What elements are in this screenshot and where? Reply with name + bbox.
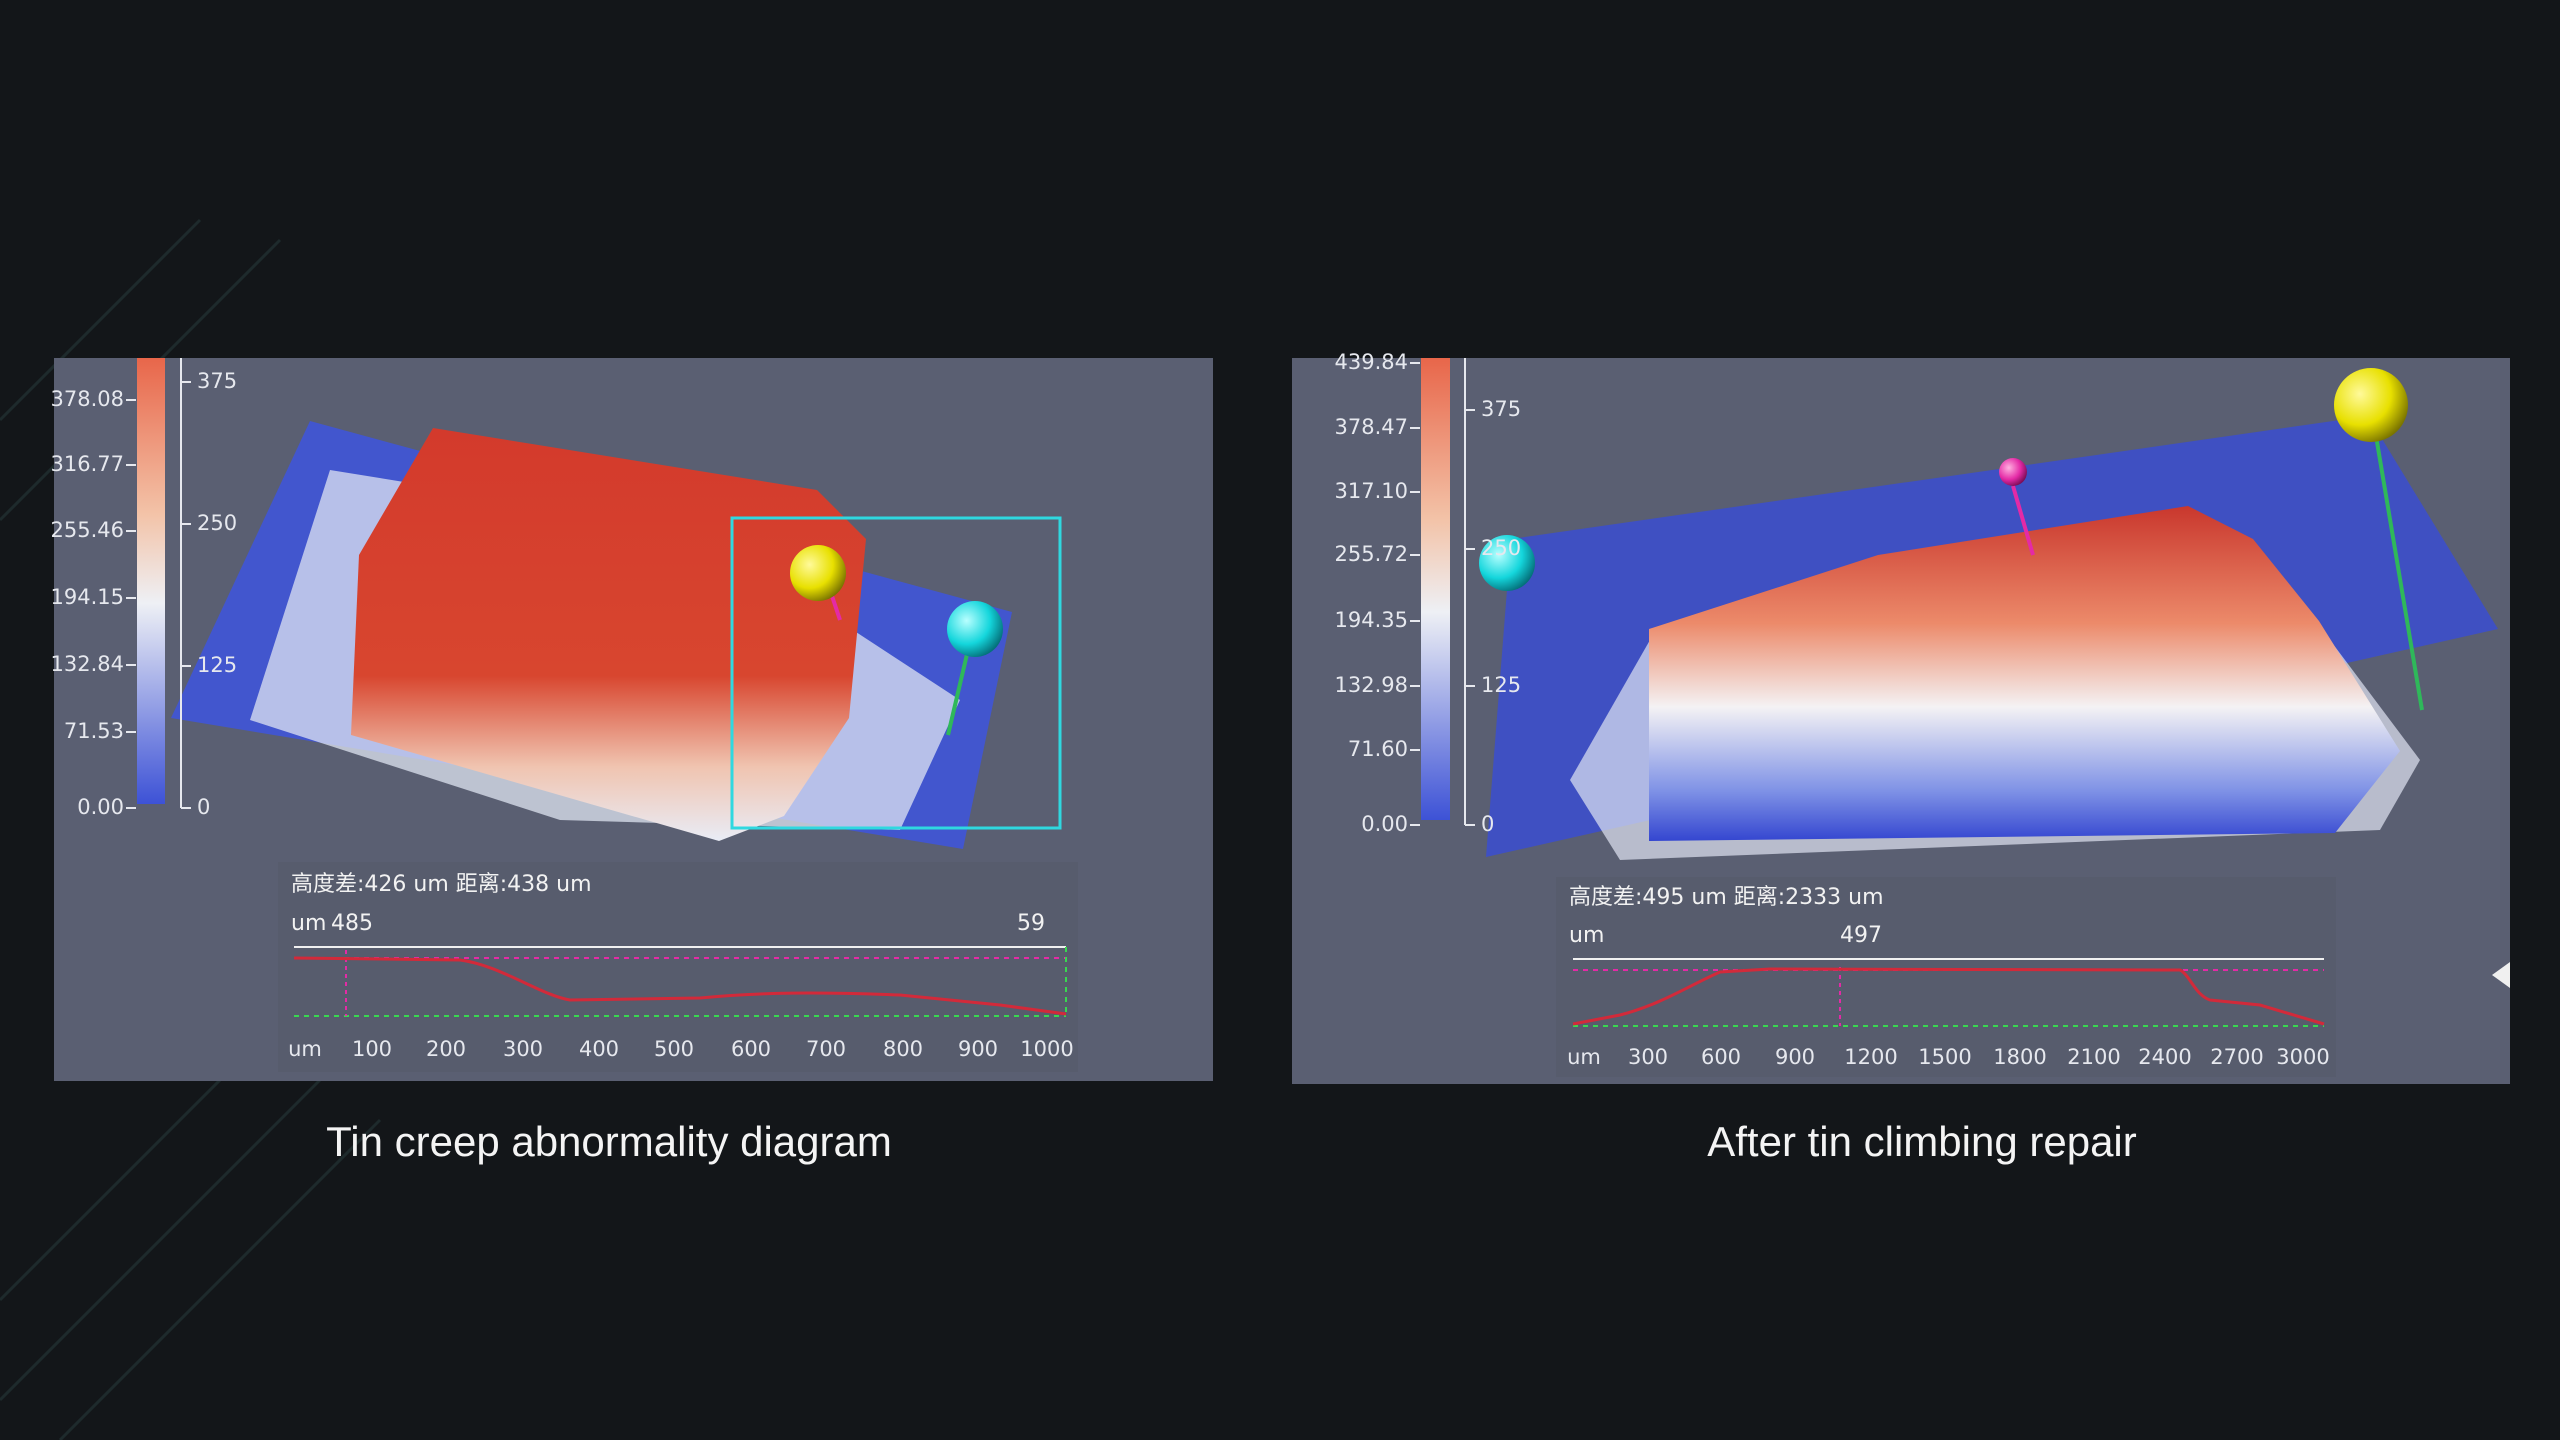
scale-label: 0	[1481, 812, 1494, 836]
scale-label: 250	[197, 511, 237, 535]
selection-box	[730, 516, 1062, 830]
axis-label: 200	[426, 1037, 466, 1061]
axis-label: 2400	[2138, 1045, 2191, 1069]
colorbar-label: 71.53	[64, 719, 124, 743]
axis-label: 900	[1775, 1045, 1815, 1069]
scale-label: 0	[197, 795, 210, 819]
peak-label: 485	[331, 911, 373, 936]
colorbar-label: 71.60	[1348, 737, 1408, 761]
surface-block	[1649, 506, 2400, 841]
profile-box	[1556, 877, 2336, 1077]
profile-curve	[1572, 967, 2325, 1026]
marker-sphere	[1999, 458, 2027, 486]
axis-label: 300	[503, 1037, 543, 1061]
axis-label: 2100	[2067, 1045, 2120, 1069]
profile-unit: um	[291, 911, 326, 936]
axis-label: 300	[1628, 1045, 1668, 1069]
axis-label: 900	[958, 1037, 998, 1061]
side-arrow[interactable]	[2492, 962, 2510, 988]
colorbar-label: 255.72	[1335, 542, 1408, 566]
marker-sphere	[947, 601, 1003, 657]
marker-sphere	[2334, 368, 2408, 442]
colorbar-label: 0.00	[77, 795, 124, 819]
profile-curve	[293, 956, 1067, 1016]
surface-block	[351, 428, 866, 841]
peak-label: 497	[1840, 923, 1882, 948]
colorbar-label: 317.10	[1335, 479, 1408, 503]
axis-label: 500	[654, 1037, 694, 1061]
colorbar-label: 255.46	[51, 518, 124, 542]
marker-stick	[2011, 485, 2035, 556]
axis-label: 400	[579, 1037, 619, 1061]
colorbar-label: 132.98	[1335, 673, 1408, 697]
axis-unit: um	[288, 1037, 322, 1061]
axis-label: 600	[731, 1037, 771, 1061]
axis-label: 3000	[2276, 1045, 2329, 1069]
profile-unit: um	[1569, 923, 1604, 948]
axis-label: 700	[806, 1037, 846, 1061]
colorbar-label: 0.00	[1361, 812, 1408, 836]
colorbar-label: 194.15	[51, 585, 124, 609]
scale-label: 375	[197, 369, 237, 393]
scale-label: 125	[197, 653, 237, 677]
marker-sphere	[1479, 535, 1535, 591]
marker-sphere	[790, 545, 846, 601]
colorbar	[137, 358, 165, 804]
marker-stick	[2373, 429, 2424, 711]
profile-box	[278, 862, 1078, 1072]
colorbar-label: 378.47	[1335, 415, 1408, 439]
colorbar-label: 316.77	[51, 452, 124, 476]
scale-label: 250	[1481, 536, 1521, 560]
marker-stick	[946, 649, 970, 736]
axis-label: 800	[883, 1037, 923, 1061]
axis-label: 2700	[2210, 1045, 2263, 1069]
colorbar-label: 194.35	[1335, 608, 1408, 632]
measurement: 高度差:495 um 距离:2333 um	[1569, 885, 1884, 910]
axis-label: 100	[352, 1037, 392, 1061]
scale-label: 375	[1481, 397, 1521, 421]
axis-label: 1500	[1918, 1045, 1971, 1069]
measurement: 高度差:426 um 距离:438 um	[291, 872, 592, 897]
colorbar-label: 378.08	[51, 387, 124, 411]
colorbar-label: 132.84	[51, 652, 124, 676]
caption: After tin climbing repair	[1707, 1118, 2137, 1165]
caption: Tin creep abnormality diagram	[326, 1118, 892, 1165]
background-lines	[0, 218, 382, 1440]
axis-label: 1800	[1993, 1045, 2046, 1069]
axis-unit: um	[1567, 1045, 1601, 1069]
end-label: 59	[1017, 911, 1045, 936]
axis-label: 600	[1701, 1045, 1741, 1069]
colorbar	[1421, 358, 1450, 820]
axis-label: 1200	[1844, 1045, 1897, 1069]
axis-label: 1000	[1020, 1037, 1073, 1061]
colorbar-label: 439.84	[1335, 350, 1408, 374]
scale-label: 125	[1481, 673, 1521, 697]
